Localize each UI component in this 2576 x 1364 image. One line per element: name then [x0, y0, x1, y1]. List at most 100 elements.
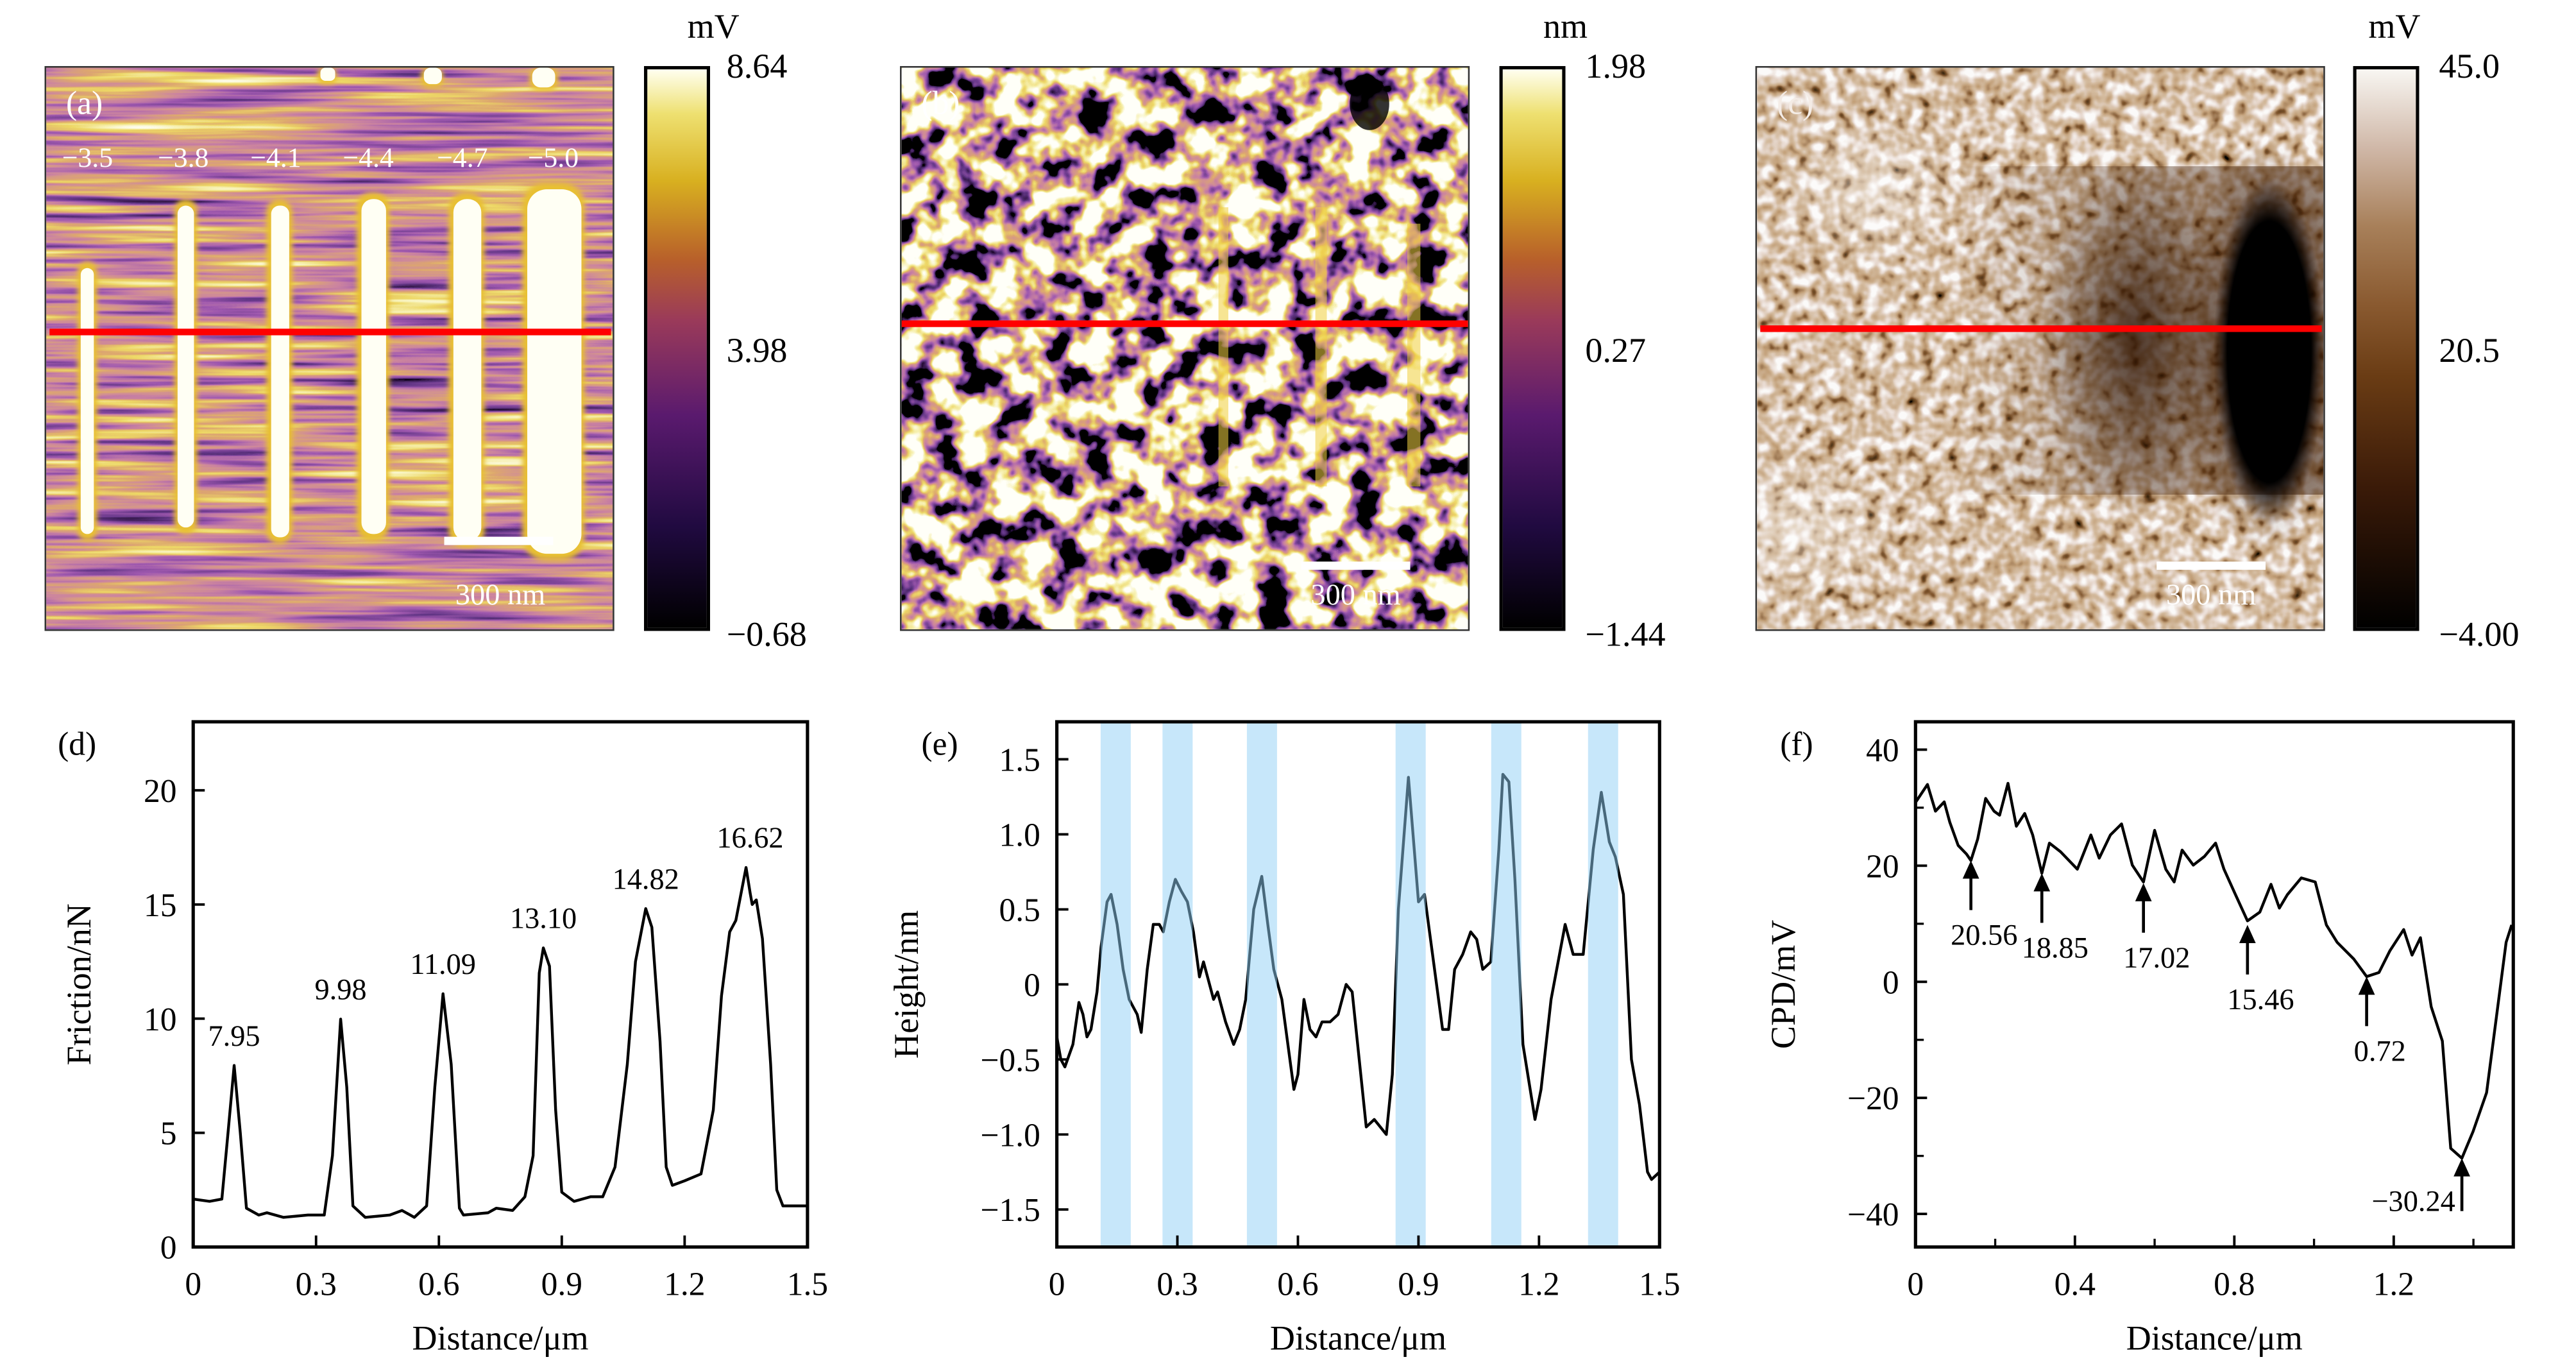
afm-image-a-friction-map: (a) −3.5 −3.8 −4.1 −4.4 −4.7 −5.0 300 nm: [44, 65, 614, 631]
bias-label: −4.4: [343, 142, 394, 174]
y-tick-label: −20: [1847, 1080, 1899, 1117]
data-line: [192, 865, 808, 1219]
x-tick-label: 1.2: [1518, 1266, 1559, 1302]
x-tick-label: 0.6: [1277, 1266, 1318, 1302]
colorbar-unit: nm: [1543, 6, 1588, 47]
y-tick-label: −40: [1847, 1197, 1899, 1233]
chart-cpd: 0 0.4 0.8 1.2 −40 −20 0 20 40 Distance/μm CPD/mV (f…: [1764, 720, 2515, 1357]
x-tick-label: 0.9: [541, 1266, 582, 1302]
y-tick-label: 1.5: [999, 742, 1040, 779]
y-tick-label: 0: [1883, 964, 1899, 1001]
y-tick-label: 20: [1866, 848, 1899, 885]
colorbar-mid: 20.5: [2439, 330, 2500, 370]
peak-value-label: 14.82: [613, 863, 679, 896]
profile-line: [49, 328, 611, 336]
highlight-band: [1588, 722, 1618, 1247]
data-line: [1914, 781, 2513, 1160]
annotation-arrow: 20.56: [1951, 860, 2017, 952]
arrow-value-label: 17.02: [2123, 942, 2190, 975]
panel-label-a: (a): [65, 85, 103, 123]
data-line: [1055, 772, 1661, 1181]
arrow-value-label: 15.46: [2227, 984, 2294, 1016]
colorbar-b: [1499, 65, 1566, 631]
y-tick-label: −1.5: [980, 1192, 1040, 1229]
annotation-arrow: −30.24: [2371, 1158, 2470, 1218]
bias-label: −4.7: [437, 142, 488, 174]
annotation-arrow: 17.02: [2123, 883, 2190, 975]
colorbar-c: [2353, 65, 2419, 631]
colorbar-mid: 0.27: [1585, 330, 1647, 370]
stripe-traces: [1218, 207, 1421, 487]
dark-potential-region: [2213, 178, 2324, 526]
y-tick-label: −1.0: [980, 1117, 1040, 1154]
x-tick-label: 0: [1907, 1266, 1924, 1302]
scale-bar: [2157, 561, 2266, 570]
x-tick-label: 0.6: [418, 1266, 459, 1302]
scale-bar: [444, 536, 554, 545]
y-axis-label: Height/nm: [887, 910, 926, 1059]
highlight-band: [1491, 722, 1521, 1247]
highlight-band: [1246, 722, 1277, 1247]
annotation-arrow: 18.85: [2022, 873, 2089, 964]
afm-image-c-surface-potential: (c) 300 nm: [1755, 65, 2325, 631]
bias-label: −4.1: [250, 142, 301, 174]
y-axis-label: CPD/mV: [1764, 920, 1802, 1049]
x-tick-label: 0.4: [2055, 1266, 2096, 1302]
annotation-arrow: 15.46: [2227, 925, 2294, 1016]
colorbar-max: 1.98: [1585, 46, 1647, 86]
panel-label: (f): [1780, 726, 1813, 763]
x-tick-label: 0.3: [1157, 1266, 1198, 1302]
colorbar-unit: mV: [687, 6, 740, 47]
y-axis-label: Friction/nN: [60, 903, 98, 1065]
colorbar-unit: mV: [2368, 6, 2421, 47]
colorbar-min: −0.68: [726, 614, 807, 654]
scale-bar-label: 300 nm: [455, 578, 546, 611]
plot-frame: [1913, 720, 2515, 1249]
arrow-head-icon: [2033, 873, 2051, 892]
panel-label: (d): [58, 726, 96, 763]
highlight-band: [1395, 722, 1426, 1247]
profile-line: [901, 320, 1468, 327]
y-tick-label: 15: [144, 887, 176, 924]
arrow-value-label: 18.85: [2022, 932, 2089, 964]
colorbar-min: −4.00: [2439, 614, 2520, 654]
arrow-head-icon: [2358, 976, 2375, 995]
arrow-head-icon: [2453, 1158, 2470, 1177]
y-tick-label: 1.0: [999, 817, 1040, 853]
x-tick-label: 1.2: [664, 1266, 705, 1302]
y-tick-label: 10: [144, 1002, 176, 1038]
x-tick-label: 0.3: [296, 1266, 337, 1302]
x-axis-label: Distance/μm: [1270, 1318, 1446, 1357]
peak-value-label: 16.62: [716, 822, 783, 855]
scale-bar: [1301, 561, 1411, 570]
profile-line: [1760, 325, 2322, 332]
highlight-band: [1162, 722, 1193, 1247]
friction-map-texture: [46, 67, 613, 629]
scale-bar-label: 300 nm: [2165, 578, 2257, 611]
surface-potential-texture: [1757, 67, 2324, 629]
arrow-value-label: 0.72: [2354, 1035, 2406, 1068]
panel-label-b: (b): [921, 85, 960, 123]
y-tick-label: −0.5: [980, 1042, 1040, 1078]
colorbar-a: [644, 65, 710, 631]
topography-texture: [901, 67, 1468, 629]
plot-frame: [1055, 720, 1661, 1249]
highlight-band: [1100, 722, 1131, 1247]
annotation-arrow: 0.72: [2354, 976, 2406, 1068]
bias-label: −3.5: [62, 142, 114, 174]
y-tick-label: 0.5: [999, 892, 1040, 928]
x-tick-label: 0.8: [2214, 1266, 2255, 1302]
afm-image-b-topography: (b) 300 nm: [900, 65, 1470, 631]
y-tick-label: 0: [160, 1230, 177, 1266]
peak-value-label: 7.95: [208, 1020, 260, 1053]
x-tick-label: 0: [1049, 1266, 1065, 1302]
colorbar-mid: 3.98: [726, 330, 788, 370]
colorbar-max: 45.0: [2439, 46, 2500, 86]
bias-label: −5.0: [527, 142, 579, 174]
x-axis-label: Distance/μm: [2126, 1318, 2303, 1357]
y-tick-label: 5: [160, 1116, 177, 1152]
x-tick-label: 0.9: [1398, 1266, 1439, 1302]
plot-frame: [191, 720, 809, 1249]
